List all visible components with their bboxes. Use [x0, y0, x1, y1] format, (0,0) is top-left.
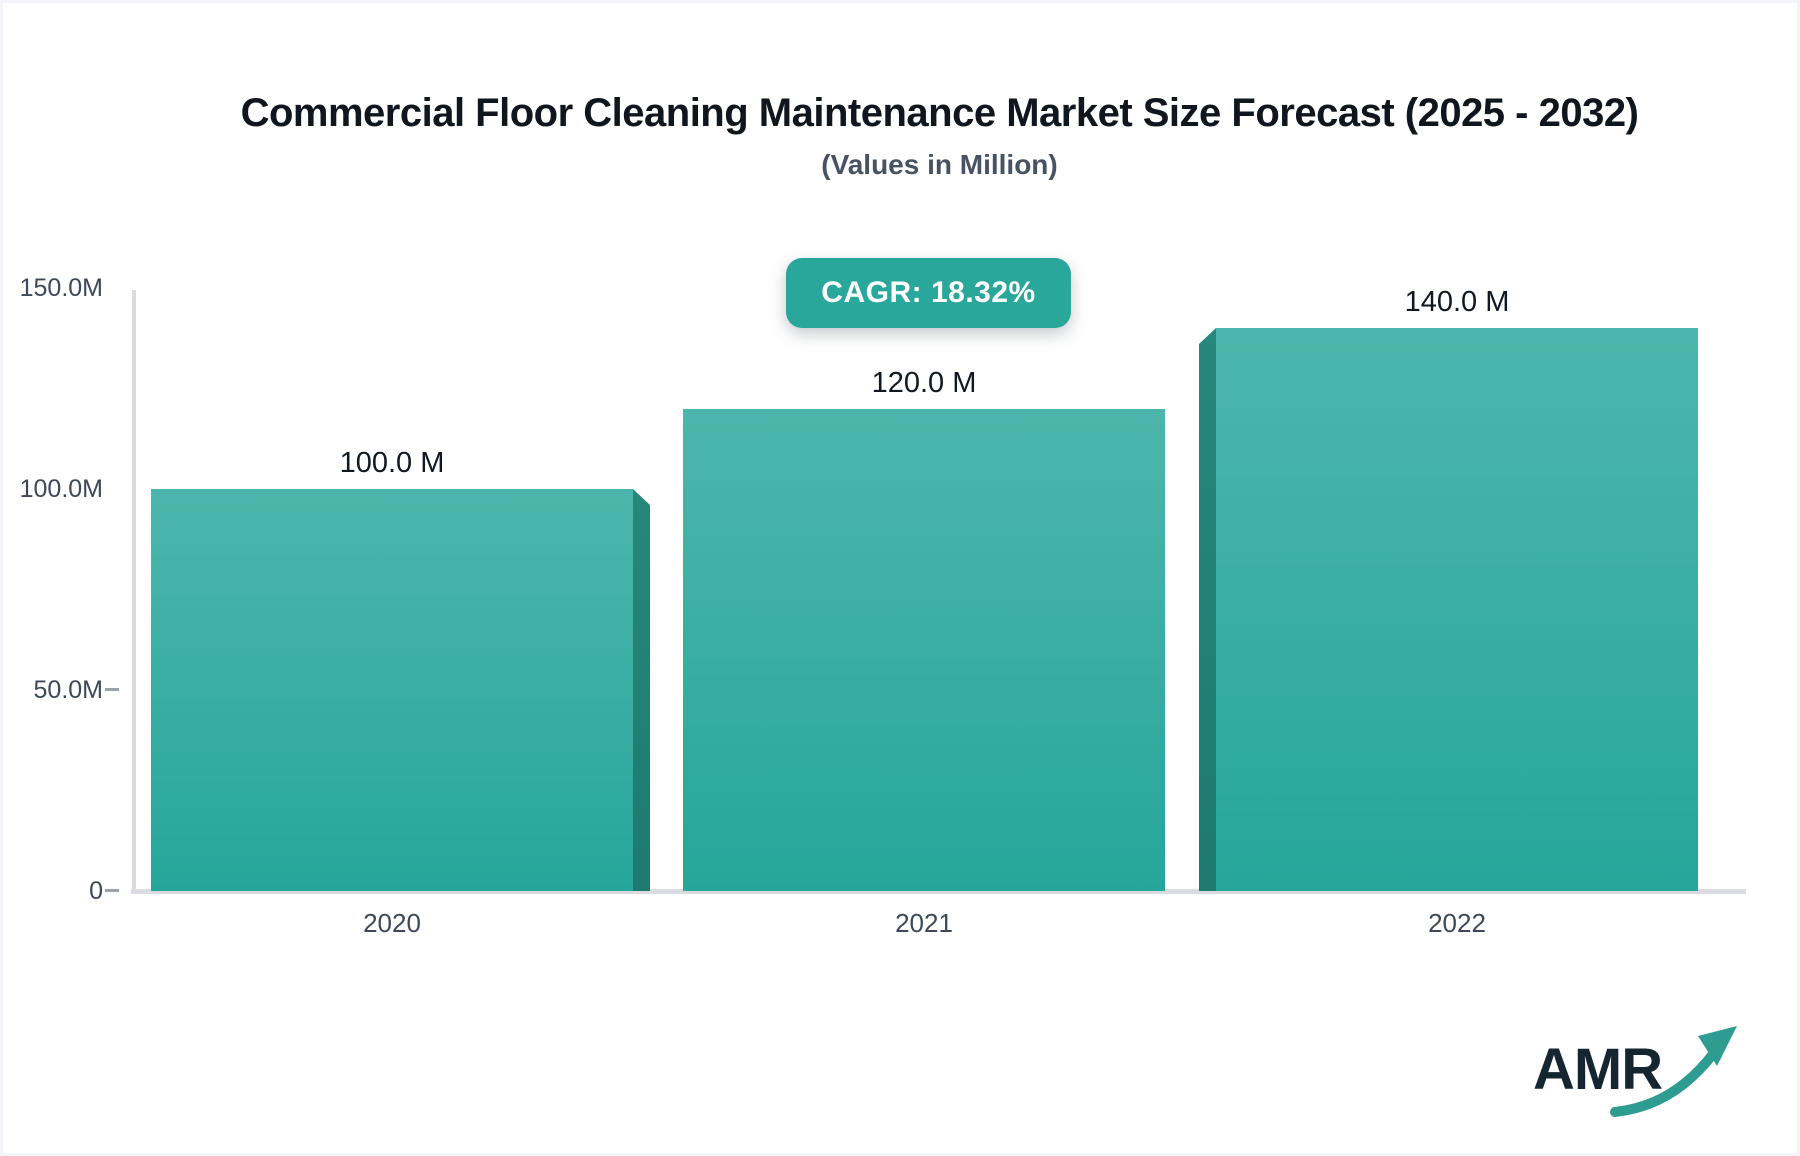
chart-title: Commercial Floor Cleaning Maintenance Ma… — [240, 91, 1639, 135]
x-axis-label-2020: 2020 — [363, 908, 421, 938]
bar-value-label: 120.0 M — [871, 367, 977, 399]
x-axis-label-2021: 2021 — [895, 908, 953, 938]
cagr-badge: CAGR: 18.32% — [786, 258, 1071, 328]
x-axis-label-2022: 2022 — [1428, 908, 1486, 938]
bar-2020[interactable] — [151, 489, 633, 891]
y-axis-label: 0 — [89, 877, 103, 905]
y-axis-label: 100.0M — [19, 475, 103, 503]
bar-value-label: 100.0 M — [339, 447, 445, 479]
y-axis-tick — [105, 688, 119, 691]
y-axis-label: 150.0M — [19, 274, 103, 302]
growth-arrow-icon — [1610, 1026, 1737, 1117]
y-axis-line — [132, 290, 136, 891]
x-axis-line — [131, 889, 1746, 894]
plot-area: 100.0 M 2020 120.0 M 2021 140.0 M 2022 — [133, 286, 1746, 938]
amr-logo-text: AMR — [1533, 1037, 1663, 1102]
bar-value-label: 140.0 M — [1404, 286, 1510, 318]
bar-2022[interactable] — [1216, 328, 1698, 891]
bar-side-face-2020 — [633, 489, 650, 891]
y-axis-label: 50.0M — [33, 676, 103, 704]
y-axis-tick — [105, 889, 119, 892]
cagr-badge-label: CAGR: 18.32% — [821, 276, 1036, 309]
amr-logo: AMR — [1523, 1018, 1753, 1128]
bar-2021[interactable] — [683, 409, 1165, 891]
chart-subtitle: (Values in Million) — [821, 149, 1058, 180]
bar-side-face-2022 — [1199, 328, 1216, 891]
